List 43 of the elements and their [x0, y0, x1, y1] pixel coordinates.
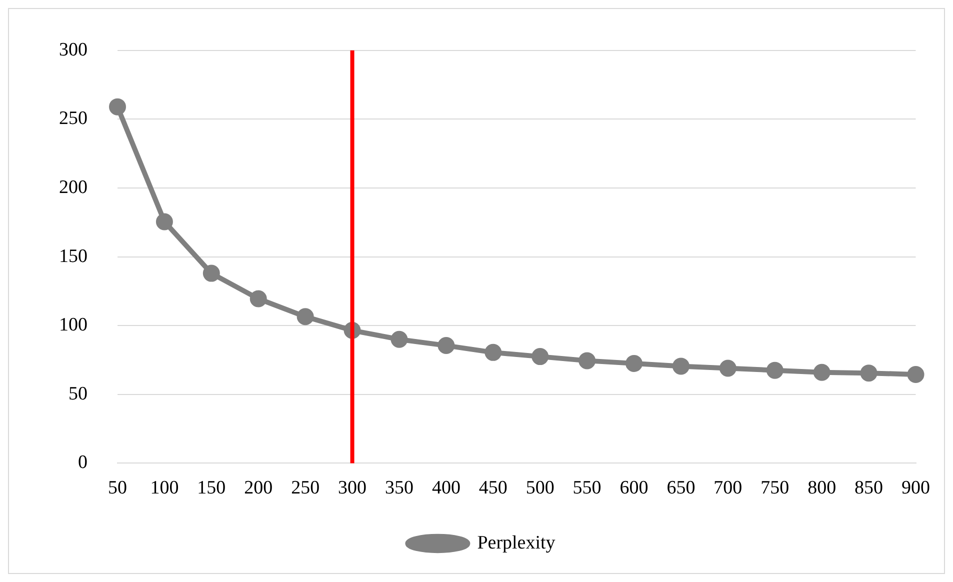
x-tick-label: 500 [526, 478, 554, 499]
x-tick-label: 200 [244, 478, 273, 499]
x-tick-label: 850 [854, 478, 884, 499]
point [390, 330, 408, 348]
x-tick-label: 450 [478, 478, 508, 499]
point [296, 308, 314, 326]
x-tick-label: 100 [150, 478, 179, 499]
point [907, 366, 924, 383]
y-tick-label: 0 [78, 452, 88, 474]
x-tick-label: 300 [338, 478, 367, 499]
y-tick-label: 100 [59, 314, 88, 336]
x-tick-label: 400 [432, 478, 460, 499]
point [860, 364, 878, 382]
point [109, 98, 126, 116]
x-tick-label: 350 [384, 478, 414, 499]
x-tick-label: 650 [666, 478, 696, 499]
x-tick-label: 550 [572, 478, 602, 499]
x-tick-label: 600 [620, 478, 648, 499]
point [202, 264, 220, 282]
x-tick-label: 750 [760, 478, 790, 499]
x-tick-label: 800 [808, 478, 836, 499]
y-tick-label: 200 [59, 176, 88, 198]
point [672, 358, 690, 375]
x-tick-label: 150 [197, 478, 226, 499]
point [156, 213, 173, 230]
point [438, 337, 455, 354]
x-tick-label: 900 [902, 478, 930, 499]
point [250, 290, 267, 308]
point [532, 348, 549, 366]
point [578, 352, 596, 370]
legend-label: Perplexity [477, 532, 556, 554]
x-tick-label: 700 [714, 478, 742, 499]
x-tick-label: 50 [108, 478, 127, 499]
point [484, 344, 502, 361]
x-tick-label: 250 [291, 478, 320, 499]
y-tick-label: 50 [68, 383, 88, 404]
y-tick-label: 250 [59, 108, 88, 130]
y-tick-label: 150 [59, 246, 88, 267]
y-tick-label: 300 [59, 39, 88, 60]
point [626, 354, 643, 372]
point [719, 360, 736, 377]
point [813, 364, 830, 381]
point [766, 362, 784, 379]
